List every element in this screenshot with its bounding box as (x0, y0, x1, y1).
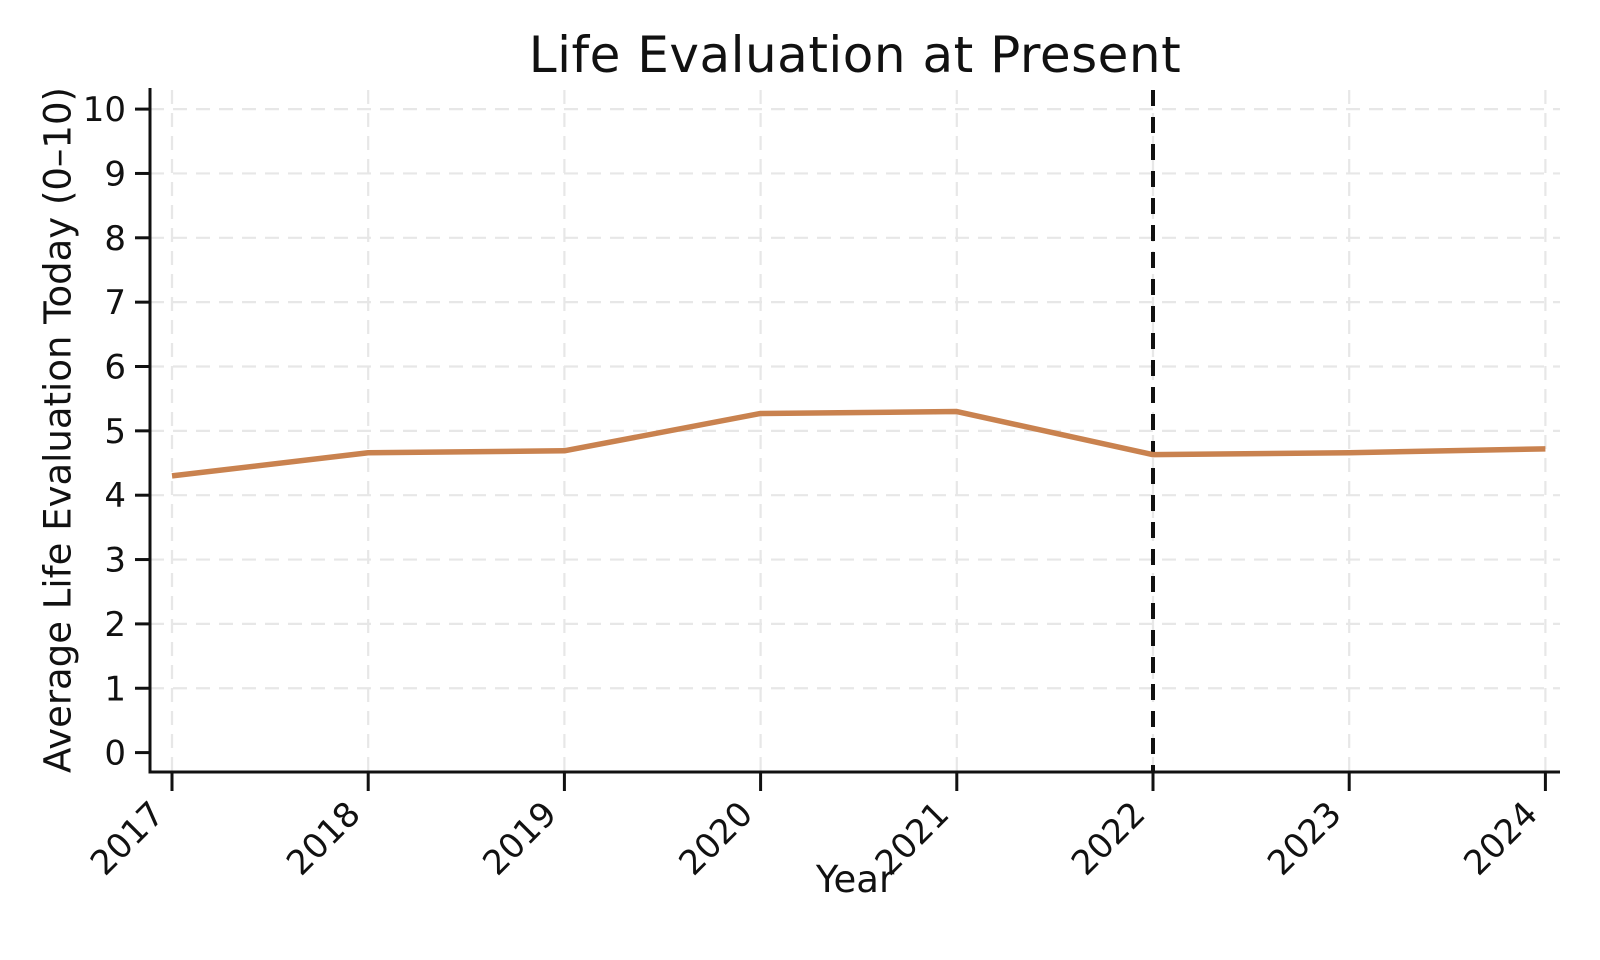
y-tick-label: 7 (104, 283, 126, 323)
x-tick-marks (170, 772, 1547, 791)
gridlines-horizontal (150, 107, 1560, 690)
gridlines-vertical (170, 90, 1547, 772)
y-tick-marks (135, 107, 150, 755)
y-tick-labels: 0 1 2 3 4 5 6 7 8 9 10 (83, 90, 126, 774)
chart-title: Life Evaluation at Present (528, 26, 1182, 84)
y-tick-label: 9 (104, 154, 126, 194)
y-tick-label: 10 (83, 90, 126, 130)
x-axis-title: Year (815, 858, 895, 901)
y-tick-label: 2 (104, 605, 126, 645)
y-tick-label: 4 (104, 476, 126, 516)
y-tick-label: 1 (104, 669, 126, 709)
y-tick-label: 6 (104, 348, 126, 388)
y-tick-label: 5 (104, 412, 126, 452)
y-tick-label: 8 (104, 219, 126, 259)
series-line (171, 408, 1546, 479)
y-tick-label: 0 (104, 734, 126, 774)
data-line-series (171, 408, 1546, 479)
y-tick-label: 3 (104, 541, 126, 581)
